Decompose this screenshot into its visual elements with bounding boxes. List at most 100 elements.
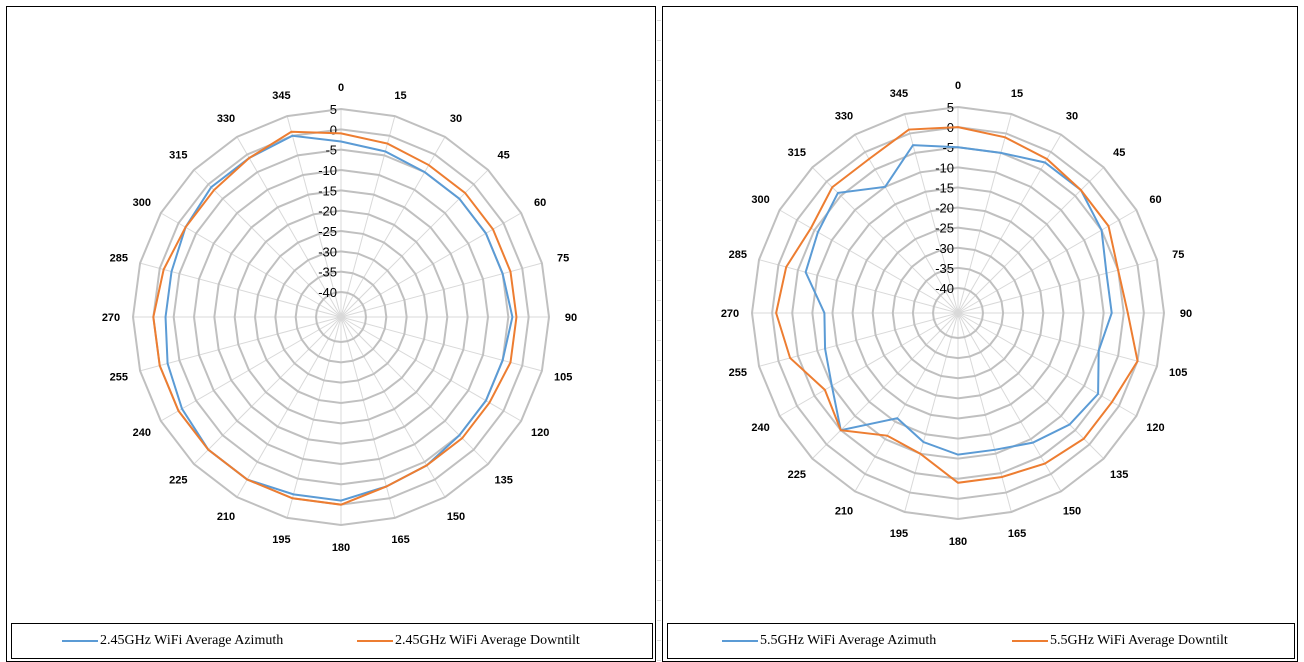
spoke-right [811, 312, 959, 460]
spoke-left [139, 316, 342, 372]
radial-tick-label-left: -30 [318, 244, 337, 259]
angle-tick-label-right: 330 [835, 111, 853, 123]
gridring-right [771, 126, 1145, 500]
spoke-left [236, 316, 342, 498]
spoke-right [904, 113, 959, 314]
angle-tick-label-left: 165 [391, 534, 409, 546]
legend-label-downtilt-left: 2.45GHz WiFi Average Downtilt [395, 633, 580, 648]
spoke-right [854, 312, 959, 492]
gridring-left [192, 168, 490, 466]
spoke-right [779, 312, 959, 417]
gridring-left [294, 270, 388, 364]
radar-chart-right: 50-5-10-15-20-25-30-35-40015304560759010… [721, 80, 1192, 548]
legend-item-downtilt-right: 5.5GHz WiFi Average Downtilt [1012, 624, 1228, 658]
radial-tick-label-left: 0 [330, 122, 337, 137]
gutter-gridline [657, 620, 661, 621]
spoke-right [904, 312, 959, 513]
gutter-gridline [657, 240, 661, 241]
gutter-gridline [657, 480, 661, 481]
gutter-gridline [657, 380, 661, 381]
angle-tick-label-right: 255 [729, 367, 747, 379]
angle-tick-label-left: 225 [169, 475, 187, 487]
radial-tick-label-left: -10 [318, 163, 337, 178]
gridring-left [213, 189, 469, 445]
gutter-gridline [657, 200, 661, 201]
radial-tick-label-right: 5 [947, 100, 954, 115]
angle-tick-label-left: 345 [272, 90, 290, 102]
gutter-gridline [657, 180, 661, 181]
legend-left: 2.45GHz WiFi Average Azimuth 2.45GHz WiF… [11, 623, 653, 659]
angle-tick-label-right: 135 [1110, 469, 1128, 481]
chart-panel-left: 5 0 -5 -10 -15 -20 -25 -30 -35 -40 0 15 30 45 60 75 90 10… [6, 6, 656, 662]
gutter-gridline [657, 640, 661, 641]
radial-tick-label-left: -35 [318, 265, 337, 280]
angle-tick-label-left: 30 [450, 113, 462, 125]
angle-tick-label-left: 210 [217, 511, 235, 523]
radial-tick-label-left: -25 [318, 224, 337, 239]
gutter-gridline [657, 560, 661, 561]
angle-tick-label-right: 315 [788, 147, 806, 159]
radial-tick-label-right: -10 [935, 160, 954, 175]
spoke-right [957, 113, 1012, 314]
legend-swatch-azimuth-left [62, 640, 98, 642]
angle-tick-label-left: 180 [332, 542, 350, 554]
spoke-right [957, 134, 1062, 314]
angle-tick-label-left: 300 [133, 197, 151, 209]
gutter-gridline [657, 340, 661, 341]
spoke-left [236, 136, 342, 318]
angle-tick-label-right: 300 [751, 194, 769, 206]
gutter-gridline [657, 280, 661, 281]
radar-chart-left: 50-5-10-15-20-25-30-35-40015304560759010… [102, 82, 577, 554]
gridring-right [871, 226, 1045, 400]
angle-tick-label-left: 330 [217, 113, 235, 125]
angle-tick-label-right: 0 [955, 80, 961, 92]
gutter-gridline [657, 520, 661, 521]
gutter-gridline [657, 40, 661, 41]
angle-tick-label-left: 150 [447, 511, 465, 523]
legend-label-azimuth-right: 5.5GHz WiFi Average Azimuth [760, 633, 937, 648]
radial-tick-label-left: -40 [318, 285, 337, 300]
gridring-left [253, 229, 429, 405]
angle-tick-label-right: 90 [1180, 308, 1192, 320]
chart-panel-right: 5 0 -5 -10 -15 -20 -25 -30 -35 -40 0 15 30 45 60 75 90 10… [662, 6, 1298, 662]
gridring-right [811, 166, 1105, 460]
angle-tick-label-left: 0 [338, 82, 344, 94]
gutter-gridline [657, 460, 661, 461]
gridring-left [233, 209, 449, 425]
legend-item-azimuth-left: 2.45GHz WiFi Average Azimuth [62, 624, 283, 658]
angle-tick-label-right: 15 [1011, 88, 1023, 100]
spoke-left [160, 212, 342, 318]
angle-tick-label-right: 45 [1113, 147, 1125, 159]
spoke-right [957, 312, 1105, 460]
radial-tick-label-left: -5 [325, 143, 337, 158]
gridring-right [931, 286, 985, 340]
angle-tick-label-left: 285 [110, 252, 128, 264]
angle-tick-label-right: 165 [1008, 528, 1026, 540]
legend-swatch-azimuth-right [722, 640, 758, 642]
spoke-left [340, 316, 446, 498]
spoke-left [340, 212, 522, 318]
spoke-right [957, 312, 1012, 513]
gutter-gridline [657, 540, 661, 541]
gutter-gridline [657, 220, 661, 221]
radial-tick-label-left: -15 [318, 183, 337, 198]
angle-tick-label-left: 90 [565, 312, 577, 324]
spoke-left [286, 115, 342, 318]
spoke-right [779, 209, 959, 314]
spoke-left [340, 316, 396, 519]
legend-item-downtilt-left: 2.45GHz WiFi Average Downtilt [357, 624, 580, 658]
legend-item-azimuth-right: 5.5GHz WiFi Average Azimuth [722, 624, 936, 658]
gutter-gridline [657, 20, 661, 21]
spoke-left [340, 316, 543, 372]
angle-tick-label-right: 75 [1172, 249, 1184, 261]
spoke-left [340, 115, 396, 318]
angle-tick-label-right: 195 [890, 528, 908, 540]
gutter-gridline [657, 440, 661, 441]
spoke-left [139, 262, 342, 318]
gridring-left [314, 290, 368, 344]
angle-tick-label-right: 180 [949, 536, 967, 548]
gutter-gridline [657, 100, 661, 101]
angle-tick-label-left: 255 [110, 372, 128, 384]
radial-tick-label-right: -15 [935, 180, 954, 195]
spoke-right [957, 209, 1137, 314]
